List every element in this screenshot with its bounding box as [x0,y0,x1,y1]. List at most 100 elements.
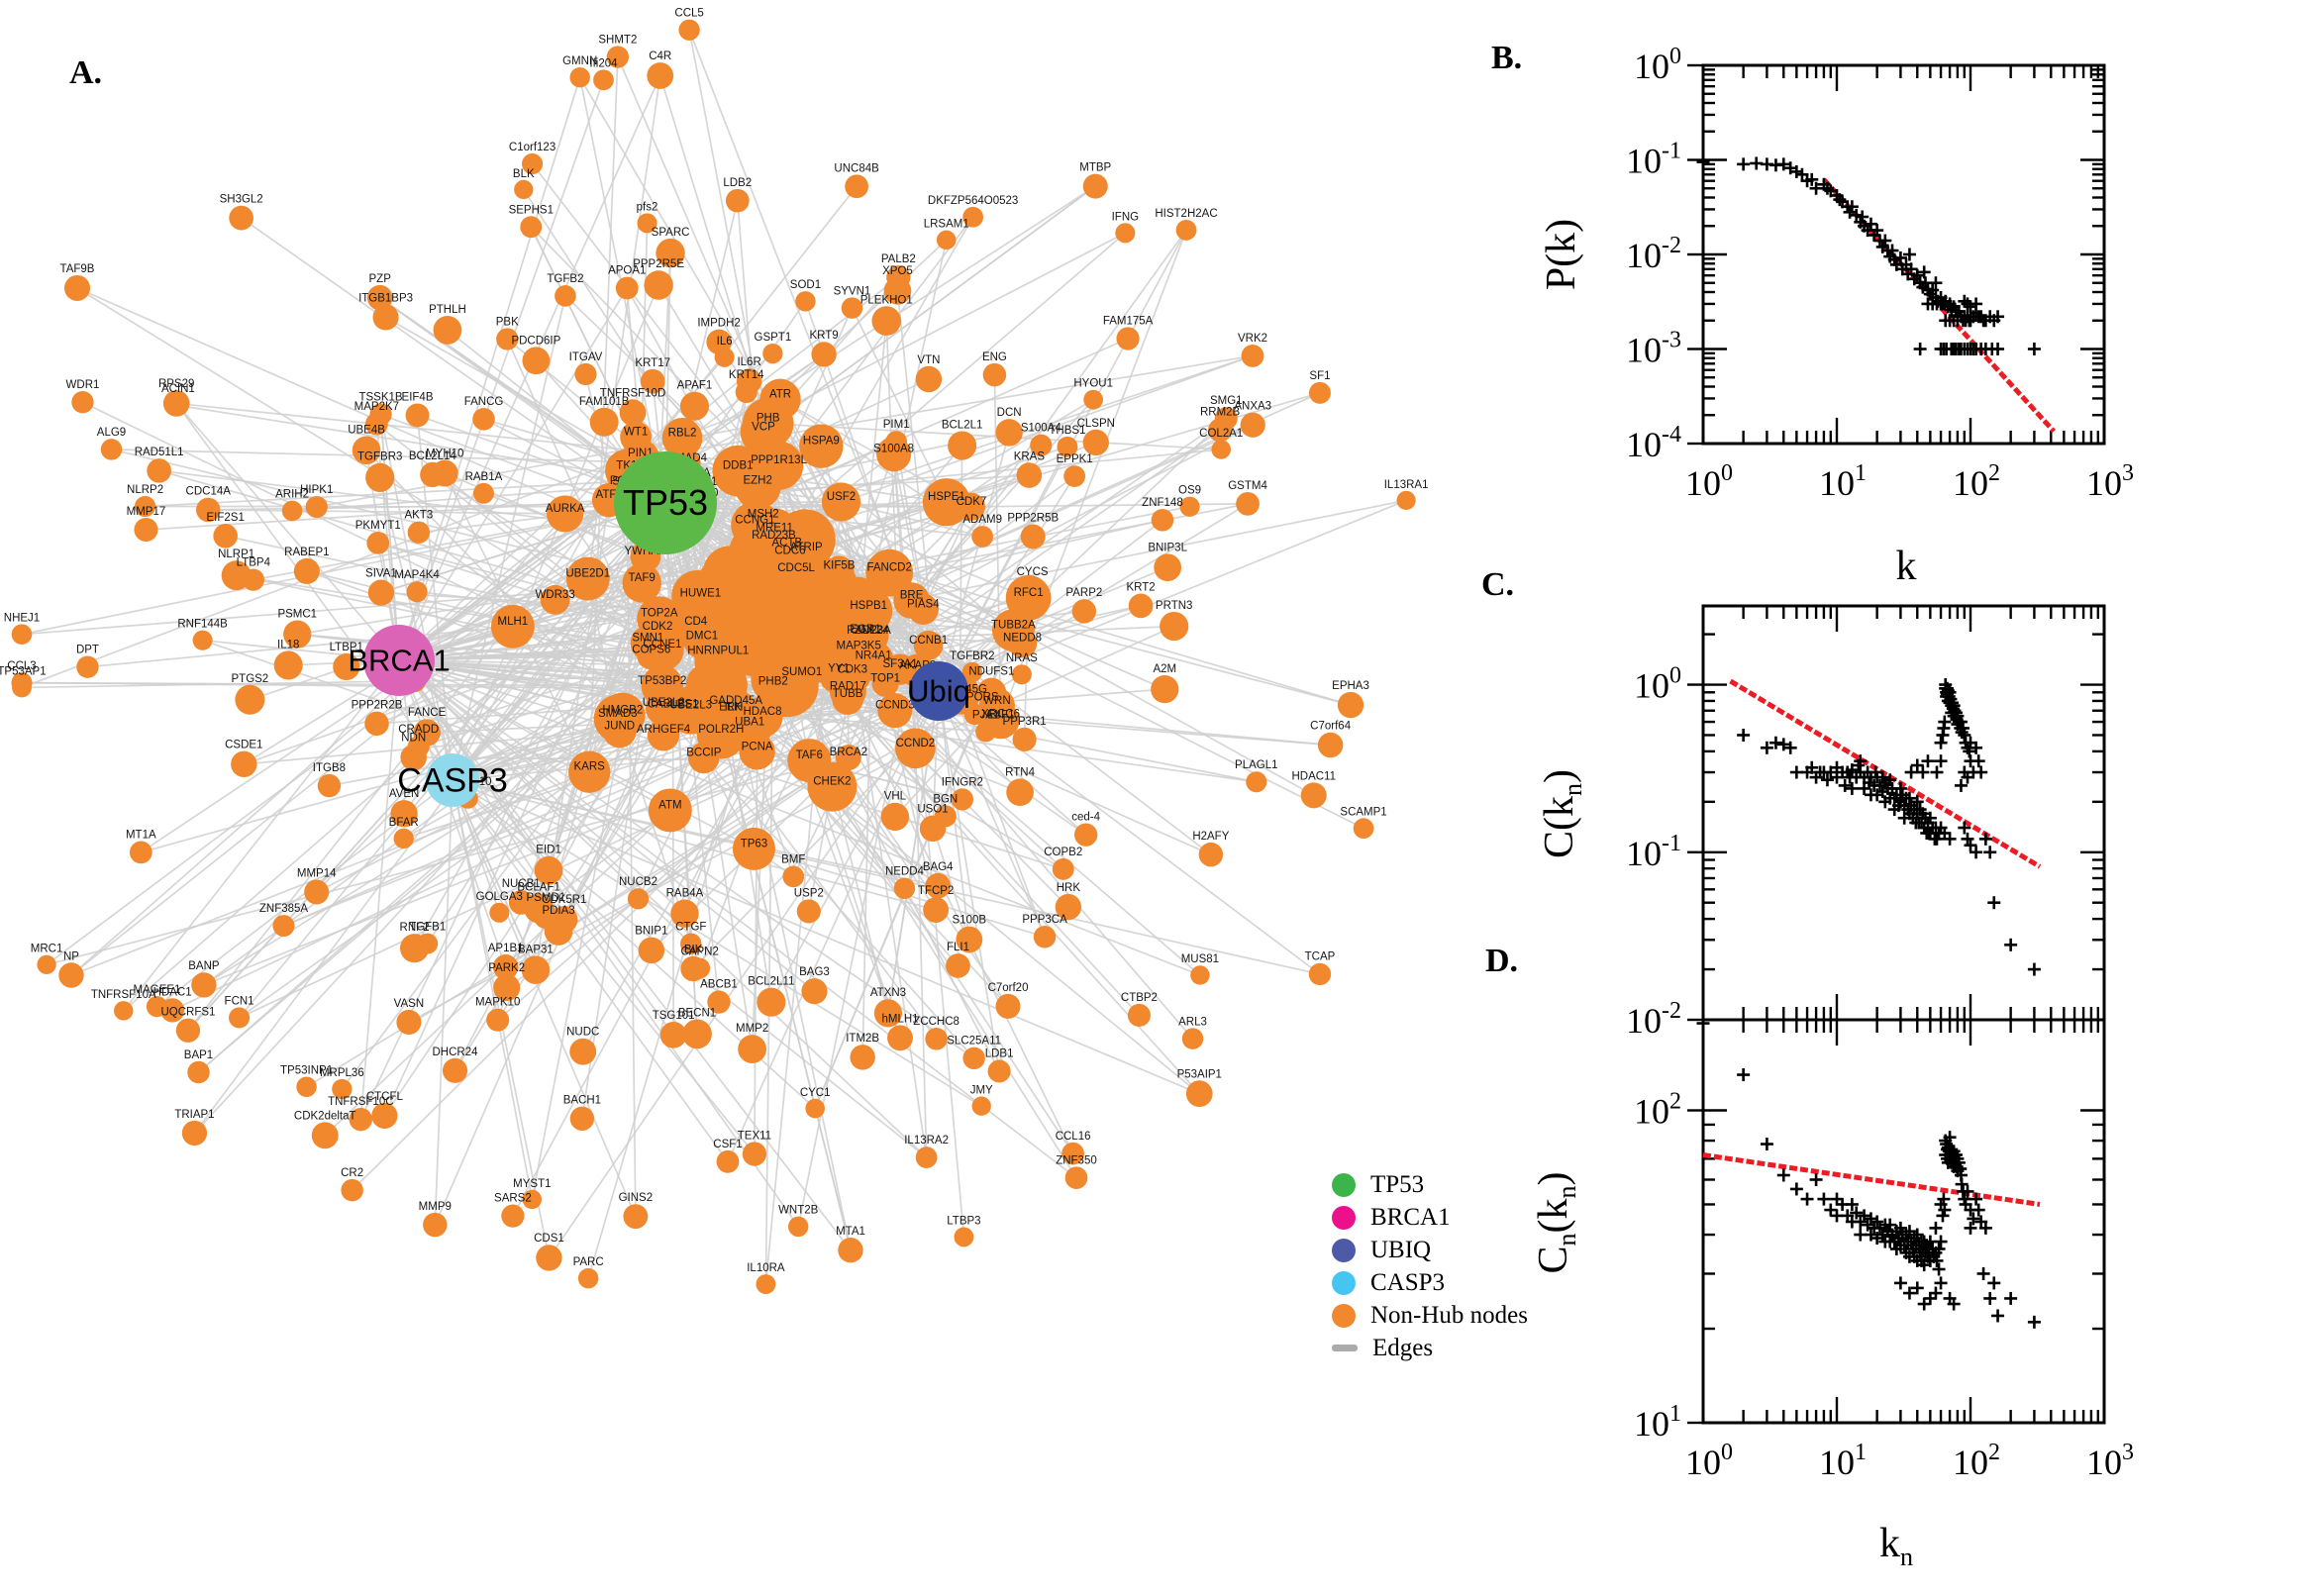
network-node [1016,462,1043,488]
network-node-label: TAF6 [796,749,823,761]
network-edge [383,502,666,1117]
network-node [569,66,590,88]
hub-label-tp53: TP53 [623,482,708,523]
network-node-label: FANCG [464,396,504,408]
network-node [845,174,868,199]
network-node [231,750,257,778]
tick-label: 10-2 [1626,998,1681,1041]
network-node [796,899,821,924]
network-node [577,1267,599,1289]
network-node-label: ALG9 [97,427,126,439]
network-node [365,462,395,492]
network-node [283,620,312,648]
network-node [606,46,630,68]
network-node-label: MAP2K7 [354,401,399,413]
network-node [936,230,957,250]
network-node-label: PSMD1 [527,892,566,904]
network-node-label: BCL2L14 [409,450,457,462]
network-edge [398,659,507,968]
network-node-label: CDC5L [777,562,815,574]
network-node-label: ITGB1BP3 [358,292,413,304]
network-edge [379,414,400,661]
network-node-label: WDR1 [66,379,100,391]
network-node [574,362,597,386]
network-node [71,391,94,414]
network-node [229,205,254,231]
node-swatch-icon [1332,1172,1356,1197]
network-node-label: OS9 [1178,485,1201,497]
network-node-label: ITGAV [569,351,603,363]
network-node-label: EZH2 [743,475,771,487]
network-node [732,827,775,870]
network-node [420,461,446,488]
network-node [1127,1003,1151,1027]
tick-label: 10-3 [1626,328,1681,370]
network-node-label: PTGS2 [232,673,269,685]
network-node-label: MAGEE1 [134,984,181,996]
network-node-label: PZP [369,273,392,285]
network-node [805,1098,825,1119]
network-node-label: CCL16 [1056,1131,1091,1143]
node-swatch-icon [1332,1303,1356,1328]
network-node [795,291,816,312]
network-node-label: MRC1 [31,944,63,955]
network-node [63,274,91,302]
network-node [962,206,984,228]
network-node [784,660,819,695]
network-node [821,482,861,522]
legend-item: CASP3 [1332,1266,1609,1299]
network-node-label: MYST1 [513,1178,551,1190]
network-edge [123,659,400,1012]
tick-label: 102 [1953,460,2000,503]
network-node [1071,599,1097,624]
network-edge [452,295,566,781]
network-node [400,934,430,963]
network-node-label: CCND3 [875,700,915,712]
network-node-label: MMP17 [127,506,166,518]
network-node-label: NEDD8 [1003,633,1042,645]
network-node [568,750,611,793]
network-node-label: CRADD [398,724,439,736]
network-edge [202,639,590,773]
network-node [1083,389,1104,410]
network-node-label: PHB [757,413,780,425]
network-edge [141,706,664,853]
network-node-label: NLRP1 [218,549,254,560]
network-edge [244,617,660,765]
network-node-label: SLC25A11 [947,1036,1001,1047]
network-node [749,508,800,558]
network-node [1057,436,1078,457]
network-node-label: PPP2R2B [352,700,403,712]
network-edge [418,532,674,711]
network-node [678,19,700,41]
network-edge [497,682,886,1021]
network-node-label: MRPL36 [320,1067,364,1079]
network-edge [452,718,619,781]
network-node-label: WRN [983,695,1010,707]
network-node-label: MYH10 [426,448,463,459]
network-node [352,436,381,465]
network-node [1211,440,1231,459]
network-node-label: EPPK1 [1057,453,1093,465]
network-node-label: KARS [574,761,606,773]
network-node-label: SOD1 [790,279,821,291]
network-node [1012,727,1037,751]
network-node [569,1038,597,1065]
network-node-label: RAD23A [847,625,891,637]
network-node-label: JMY [970,1084,993,1096]
network-node-label: TSSK1B [358,391,402,403]
network-node-label: LDB1 [985,1047,1014,1059]
network-edge [938,503,1249,692]
network-node-label: FAM175A [1103,315,1154,327]
network-node-label: NLRP2 [127,484,163,496]
network-node [472,482,494,504]
network-node [1033,926,1057,948]
network-node-label: TGFBR3 [357,451,402,463]
network-node [975,721,997,743]
network-node-label: ZNF24 [855,625,890,637]
network-node [1353,818,1374,840]
network-node-label: TNFRSF10A [91,989,156,1001]
network-node-label: EIF2S1 [206,512,244,524]
network-node [893,582,930,619]
network-node [293,557,320,584]
